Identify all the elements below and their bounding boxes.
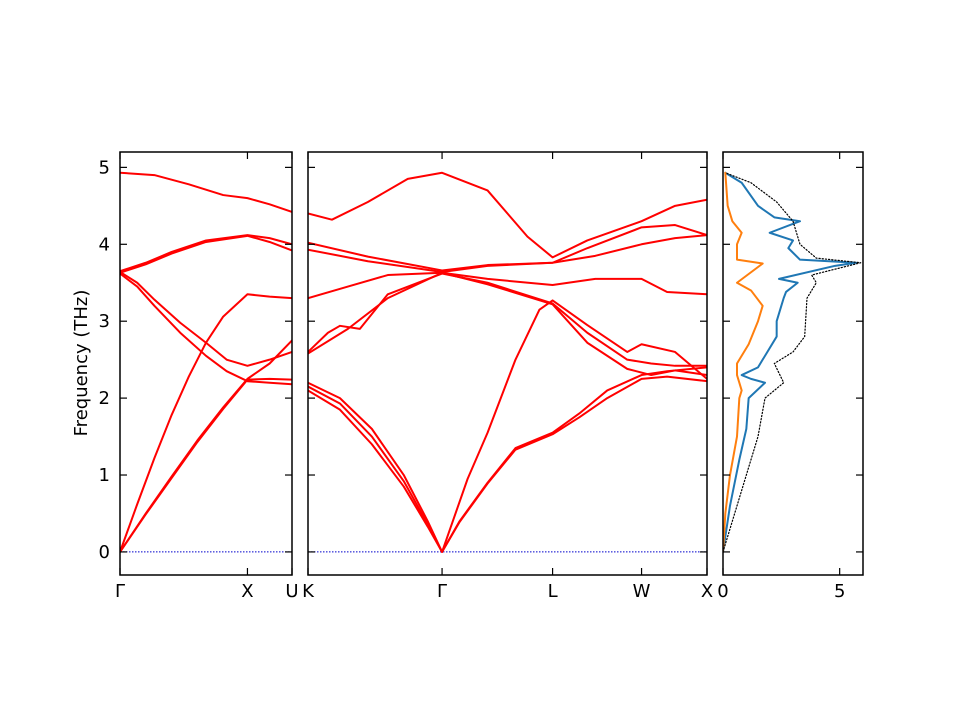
phonon-branch-4 [120, 272, 292, 386]
phonon-branch-5 [308, 271, 707, 377]
x-tick-label: X [241, 581, 253, 602]
x-tick-label: X [701, 581, 713, 602]
y-tick-label: 1 [99, 465, 110, 486]
x-tick-label: 5 [834, 581, 845, 602]
phonon-branch-3 [308, 271, 707, 300]
y-axis-label: Frequency (THz) [71, 290, 92, 437]
phonon-branch-1 [308, 224, 707, 272]
phonon-branch-2 [120, 234, 292, 274]
x-tick-label: L [548, 581, 558, 602]
phonon-branch-0 [308, 171, 707, 259]
axes-frame [119, 151, 293, 576]
y-tick-label: 4 [99, 234, 110, 255]
y-tick-label: 3 [99, 311, 110, 332]
phonon-branch-1 [120, 234, 292, 273]
axes-frame [722, 151, 864, 576]
phonon-branch-7 [308, 375, 707, 553]
y-tick-label: 5 [99, 157, 110, 178]
phonon-branch-3 [120, 270, 292, 367]
phonon-branch-6 [120, 339, 292, 553]
x-tick-label: Γ [437, 581, 447, 602]
x-tick-label: K [302, 581, 315, 602]
plot-area [723, 171, 862, 553]
band-panel-gamma-x-u: 0 1 2 3 4 5 Γ X U [99, 151, 299, 602]
phonon-branch-2 [308, 234, 707, 273]
phonon-branch-5 [120, 293, 292, 553]
x-tick-label: U [285, 581, 298, 602]
y-tick-label: 2 [99, 388, 110, 409]
x-tick-label: 0 [717, 581, 728, 602]
axes-frame [307, 151, 708, 576]
dos-line-2 [723, 172, 862, 553]
phonon-branch-0 [120, 171, 292, 213]
dos-line-0 [723, 171, 857, 553]
plot-area [120, 171, 292, 553]
x-tick-label: W [633, 581, 651, 602]
phonon-branch-7 [120, 377, 292, 553]
x-tick-label: Γ [115, 581, 125, 602]
dos-line-1 [723, 171, 764, 553]
y-tick-label: 0 [99, 542, 110, 563]
phonon-branch-4 [308, 272, 707, 367]
plot-area [308, 171, 707, 553]
phonon-branch-8 [308, 299, 707, 553]
